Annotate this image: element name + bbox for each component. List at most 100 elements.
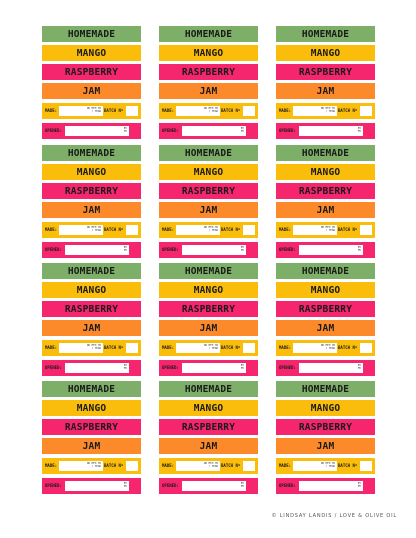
batch-label: BATCH Nº bbox=[221, 227, 241, 232]
batch-label: BATCH Nº bbox=[221, 345, 241, 350]
label-line-homemade: HOMEMADE bbox=[276, 381, 375, 397]
made-label: MADE: bbox=[279, 345, 292, 350]
label-line-jam: JAM bbox=[159, 83, 258, 99]
made-date-box[interactable]: DD MTH YR / YEAR bbox=[293, 461, 337, 471]
opened-hint-1: BY bbox=[240, 364, 244, 367]
label-line-jam: JAM bbox=[276, 438, 375, 454]
batch-number-box[interactable] bbox=[360, 225, 372, 235]
label-line-jam: JAM bbox=[276, 320, 375, 336]
opened-label: OPENED: bbox=[162, 247, 179, 252]
opened-hint-2: MY bbox=[123, 249, 127, 252]
label-line-fruit-2: RASPBERRY bbox=[159, 183, 258, 199]
label-line-homemade: HOMEMADE bbox=[42, 26, 141, 42]
opened-hint-2: MY bbox=[240, 249, 244, 252]
made-date-box[interactable]: DD MTH YR / YEAR bbox=[293, 343, 337, 353]
made-date-box[interactable]: DD MTH YR / YEAR bbox=[293, 106, 337, 116]
made-hint-2: / YEAR bbox=[325, 465, 335, 468]
label-line-jam: JAM bbox=[42, 202, 141, 218]
made-date-box[interactable]: DD MTH YR / YEAR bbox=[59, 225, 103, 235]
made-label: MADE: bbox=[279, 463, 292, 468]
label-line-homemade: HOMEMADE bbox=[159, 381, 258, 397]
label-line-fruit-1: MANGO bbox=[42, 400, 141, 416]
made-hint-1: DD MTH YR bbox=[320, 107, 335, 110]
batch-number-box[interactable] bbox=[243, 106, 255, 116]
opened-date-box[interactable]: BY MY bbox=[182, 126, 246, 136]
opened-hint-2: MY bbox=[123, 130, 127, 133]
made-date-box[interactable]: DD MTH YR / YEAR bbox=[176, 461, 220, 471]
opened-date-box[interactable]: BY MY bbox=[65, 245, 129, 255]
made-date-box[interactable]: DD MTH YR / YEAR bbox=[59, 461, 103, 471]
opened-hint-1: BY bbox=[123, 482, 127, 485]
made-date-box[interactable]: DD MTH YR / YEAR bbox=[176, 225, 220, 235]
batch-label: BATCH Nº bbox=[104, 108, 124, 113]
made-date-box[interactable]: DD MTH YR / YEAR bbox=[59, 106, 103, 116]
batch-number-box[interactable] bbox=[243, 461, 255, 471]
batch-number-box[interactable] bbox=[126, 106, 138, 116]
made-batch-row: MADE: DD MTH YR / YEAR BATCH Nº bbox=[42, 103, 141, 119]
opened-hint-2: MY bbox=[123, 485, 127, 488]
opened-row: OPENED: BY MY bbox=[42, 360, 141, 376]
opened-label: OPENED: bbox=[279, 365, 296, 370]
label-line-homemade: HOMEMADE bbox=[42, 381, 141, 397]
made-label: MADE: bbox=[45, 345, 58, 350]
made-date-box[interactable]: DD MTH YR / YEAR bbox=[176, 106, 220, 116]
made-date-box[interactable]: DD MTH YR / YEAR bbox=[176, 343, 220, 353]
opened-row: OPENED: BY MY bbox=[159, 123, 258, 139]
batch-label: BATCH Nº bbox=[338, 345, 358, 350]
made-hint-2: / YEAR bbox=[208, 110, 218, 113]
batch-number-box[interactable] bbox=[243, 343, 255, 353]
made-date-box[interactable]: DD MTH YR / YEAR bbox=[293, 225, 337, 235]
opened-hint-1: BY bbox=[240, 246, 244, 249]
label-line-homemade: HOMEMADE bbox=[276, 145, 375, 161]
label-line-fruit-1: MANGO bbox=[42, 282, 141, 298]
batch-number-box[interactable] bbox=[126, 461, 138, 471]
opened-date-box[interactable]: BY MY bbox=[299, 363, 363, 373]
opened-date-box[interactable]: BY MY bbox=[299, 245, 363, 255]
batch-number-box[interactable] bbox=[243, 225, 255, 235]
opened-date-box[interactable]: BY MY bbox=[182, 481, 246, 491]
opened-label: OPENED: bbox=[279, 128, 296, 133]
batch-number-box[interactable] bbox=[360, 343, 372, 353]
made-batch-row: MADE: DD MTH YR / YEAR BATCH Nº bbox=[42, 458, 141, 474]
opened-label: OPENED: bbox=[45, 483, 62, 488]
made-hint-1: DD MTH YR bbox=[320, 344, 335, 347]
opened-date-box[interactable]: BY MY bbox=[65, 126, 129, 136]
made-batch-row: MADE: DD MTH YR / YEAR BATCH Nº bbox=[159, 103, 258, 119]
made-date-box[interactable]: DD MTH YR / YEAR bbox=[59, 343, 103, 353]
opened-date-box[interactable]: BY MY bbox=[65, 363, 129, 373]
opened-hint-1: BY bbox=[123, 127, 127, 130]
label-line-fruit-1: MANGO bbox=[276, 400, 375, 416]
label-line-homemade: HOMEMADE bbox=[42, 145, 141, 161]
made-hint-1: DD MTH YR bbox=[86, 107, 101, 110]
label-line-jam: JAM bbox=[276, 202, 375, 218]
opened-hint-1: BY bbox=[357, 364, 361, 367]
opened-row: OPENED: BY MY bbox=[276, 123, 375, 139]
opened-date-box[interactable]: BY MY bbox=[299, 481, 363, 491]
label-line-jam: JAM bbox=[42, 438, 141, 454]
batch-number-box[interactable] bbox=[360, 461, 372, 471]
made-hint-1: DD MTH YR bbox=[203, 462, 218, 465]
made-batch-row: MADE: DD MTH YR / YEAR BATCH Nº bbox=[159, 340, 258, 356]
opened-date-box[interactable]: BY MY bbox=[182, 245, 246, 255]
batch-number-box[interactable] bbox=[126, 343, 138, 353]
opened-date-box[interactable]: BY MY bbox=[65, 481, 129, 491]
made-label: MADE: bbox=[45, 227, 58, 232]
opened-date-box[interactable]: BY MY bbox=[182, 363, 246, 373]
label-line-fruit-2: RASPBERRY bbox=[42, 301, 141, 317]
opened-row: OPENED: BY MY bbox=[159, 360, 258, 376]
opened-row: OPENED: BY MY bbox=[42, 478, 141, 494]
opened-date-box[interactable]: BY MY bbox=[299, 126, 363, 136]
opened-label: OPENED: bbox=[45, 128, 62, 133]
label-line-fruit-1: MANGO bbox=[276, 282, 375, 298]
label-line-jam: JAM bbox=[159, 202, 258, 218]
made-hint-2: / YEAR bbox=[91, 229, 101, 232]
made-hint-1: DD MTH YR bbox=[320, 462, 335, 465]
opened-row: OPENED: BY MY bbox=[276, 478, 375, 494]
opened-label: OPENED: bbox=[45, 365, 62, 370]
label-line-fruit-2: RASPBERRY bbox=[276, 301, 375, 317]
batch-number-box[interactable] bbox=[360, 106, 372, 116]
opened-label: OPENED: bbox=[162, 483, 179, 488]
batch-number-box[interactable] bbox=[126, 225, 138, 235]
label-line-fruit-2: RASPBERRY bbox=[159, 301, 258, 317]
label-line-homemade: HOMEMADE bbox=[159, 145, 258, 161]
